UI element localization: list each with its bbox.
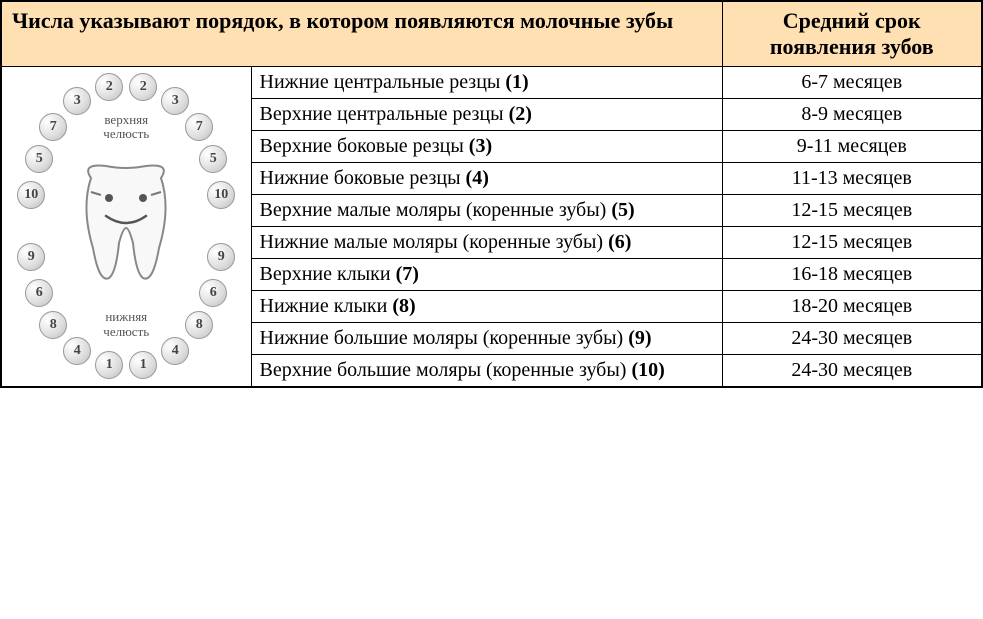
tooth-time-cell: 6-7 месяцев bbox=[722, 67, 982, 99]
tooth-order-number: (2) bbox=[509, 103, 532, 125]
tooth-name-text: Верхние клыки bbox=[260, 263, 396, 285]
tooth-name-text: Верхние малые моляры (коренные зубы) bbox=[260, 199, 612, 221]
tooth-time-cell: 18-20 месяцев bbox=[722, 291, 982, 323]
header-col2: Средний срок появления зубов bbox=[722, 1, 982, 67]
tooth-name-text: Верхние боковые резцы bbox=[260, 135, 469, 157]
tooth-name-cell: Верхние большие моляры (коренные зубы) (… bbox=[251, 355, 722, 388]
order-circle: 4 bbox=[161, 337, 189, 365]
tooth-name-cell: Нижние малые моляры (коренные зубы) (6) bbox=[251, 227, 722, 259]
tooth-name-cell: Нижние клыки (8) bbox=[251, 291, 722, 323]
tooth-name-text: Нижние большие моляры (коренные зубы) bbox=[260, 327, 629, 349]
tooth-name-text: Верхние большие моляры (коренные зубы) bbox=[260, 359, 632, 381]
order-circle: 10 bbox=[207, 181, 235, 209]
tooth-name-cell: Верхние центральные резцы (2) bbox=[251, 99, 722, 131]
tooth-order-number: (8) bbox=[392, 295, 415, 317]
tooth-icon bbox=[71, 158, 181, 294]
order-circle: 9 bbox=[17, 243, 45, 271]
tooth-name-text: Нижние клыки bbox=[260, 295, 393, 317]
tooth-name-cell: Верхние клыки (7) bbox=[251, 259, 722, 291]
tooth-time-cell: 12-15 месяцев bbox=[722, 195, 982, 227]
tooth-order-number: (6) bbox=[608, 231, 631, 253]
tooth-name-text: Нижние малые моляры (коренные зубы) bbox=[260, 231, 609, 253]
tooth-name-text: Нижние боковые резцы bbox=[260, 167, 466, 189]
tooth-order-number: (5) bbox=[611, 199, 634, 221]
order-circle: 10 bbox=[17, 181, 45, 209]
tooth-order-number: (1) bbox=[505, 71, 528, 93]
tooth-order-number: (4) bbox=[466, 167, 489, 189]
tooth-order-number: (10) bbox=[631, 359, 664, 381]
order-circle: 7 bbox=[39, 113, 67, 141]
tooth-time-cell: 9-11 месяцев bbox=[722, 131, 982, 163]
tooth-time-cell: 11-13 месяцев bbox=[722, 163, 982, 195]
tooth-order-number: (9) bbox=[628, 327, 651, 349]
tooth-time-cell: 8-9 месяцев bbox=[722, 99, 982, 131]
tooth-name-cell: Верхние боковые резцы (3) bbox=[251, 131, 722, 163]
tooth-time-cell: 24-30 месяцев bbox=[722, 355, 982, 388]
order-circle: 1 bbox=[95, 351, 123, 379]
order-circle: 1 bbox=[129, 351, 157, 379]
order-circle: 8 bbox=[39, 311, 67, 339]
tooth-order-number: (3) bbox=[469, 135, 492, 157]
order-circle: 5 bbox=[199, 145, 227, 173]
diagram-cell: верхняячелюсть нижняячелюсть223377551010… bbox=[1, 67, 251, 388]
order-circle: 3 bbox=[161, 87, 189, 115]
tooth-name-cell: Верхние малые моляры (коренные зубы) (5) bbox=[251, 195, 722, 227]
teeth-table: Числа указывают порядок, в котором появл… bbox=[0, 0, 983, 388]
tooth-time-cell: 16-18 месяцев bbox=[722, 259, 982, 291]
order-circle: 3 bbox=[63, 87, 91, 115]
order-circle: 2 bbox=[95, 73, 123, 101]
tooth-time-cell: 24-30 месяцев bbox=[722, 323, 982, 355]
tooth-name-cell: Нижние центральные резцы (1) bbox=[251, 67, 722, 99]
order-circle: 5 bbox=[25, 145, 53, 173]
tooth-name-text: Нижние центральные резцы bbox=[260, 71, 506, 93]
tooth-name-text: Верхние центральные резцы bbox=[260, 103, 509, 125]
order-circle: 6 bbox=[25, 279, 53, 307]
header-col1: Числа указывают порядок, в котором появл… bbox=[1, 1, 722, 67]
order-circle: 6 bbox=[199, 279, 227, 307]
tooth-name-cell: Нижние большие моляры (коренные зубы) (9… bbox=[251, 323, 722, 355]
order-circle: 8 bbox=[185, 311, 213, 339]
teeth-diagram: верхняячелюсть нижняячелюсть223377551010… bbox=[11, 71, 241, 381]
table-row: верхняячелюсть нижняячелюсть223377551010… bbox=[1, 67, 982, 99]
header-row: Числа указывают порядок, в котором появл… bbox=[1, 1, 982, 67]
order-circle: 7 bbox=[185, 113, 213, 141]
tooth-order-number: (7) bbox=[396, 263, 419, 285]
tooth-time-cell: 12-15 месяцев bbox=[722, 227, 982, 259]
tooth-name-cell: Нижние боковые резцы (4) bbox=[251, 163, 722, 195]
order-circle: 9 bbox=[207, 243, 235, 271]
order-circle: 2 bbox=[129, 73, 157, 101]
order-circle: 4 bbox=[63, 337, 91, 365]
